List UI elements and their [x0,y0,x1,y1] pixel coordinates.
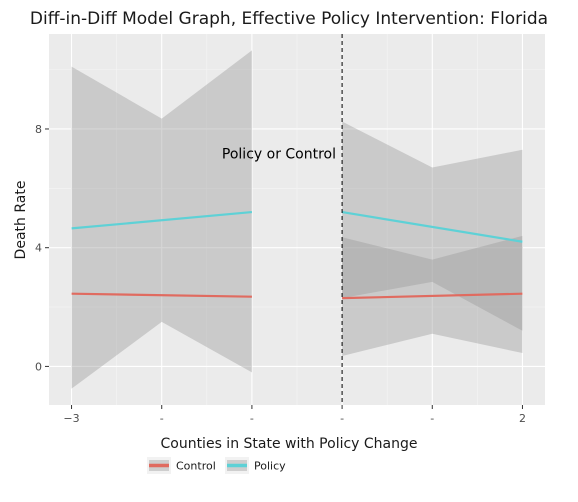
x-axis-ticks: −3 - - - - 2 [63,405,526,425]
y-axis-ticks: 0 4 8 [35,123,49,373]
y-tick-label: 4 [35,242,42,255]
x-tick-label: - [160,412,164,425]
x-tick-label: - [250,412,254,425]
legend-label-control: Control [176,460,216,473]
y-tick-label: 0 [35,360,42,373]
x-tick-label: - [340,412,344,425]
x-tick-label: - [430,412,434,425]
annotation-policy-or-control: Policy or Control [222,147,336,163]
x-tick-label: 2 [519,412,526,425]
legend: Control Policy [147,457,286,474]
y-tick-label: 8 [35,123,42,136]
legend-title: Counties in State with Policy Change [160,436,417,452]
legend-label-policy: Policy [254,460,286,473]
chart-title: Diff-in-Diff Model Graph, Effective Poli… [30,9,548,29]
y-axis-title: Death Rate [13,181,29,260]
x-tick-label: −3 [63,412,79,425]
